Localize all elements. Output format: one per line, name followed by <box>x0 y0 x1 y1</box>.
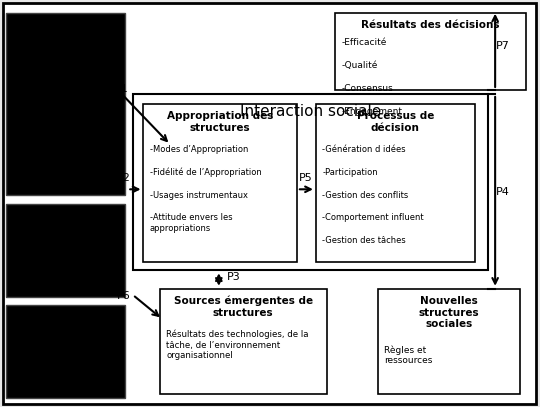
Text: -Attitude envers les
appropriations: -Attitude envers les appropriations <box>150 213 233 233</box>
Text: -Participation: -Participation <box>322 168 378 177</box>
Text: P6: P6 <box>117 291 131 301</box>
Text: -Fidélité de l’Appropriation: -Fidélité de l’Appropriation <box>150 168 262 177</box>
FancyBboxPatch shape <box>6 305 125 398</box>
Text: Processus de
décision: Processus de décision <box>356 112 434 133</box>
Text: -Engagement: -Engagement <box>341 107 402 116</box>
Text: Résultats des décisions: Résultats des décisions <box>361 20 500 30</box>
Text: Nouvelles
structures
sociales: Nouvelles structures sociales <box>419 296 480 329</box>
FancyBboxPatch shape <box>335 13 526 90</box>
Text: -Usages instrumentaux: -Usages instrumentaux <box>150 190 248 199</box>
Text: P1: P1 <box>115 84 129 94</box>
Text: P4: P4 <box>496 187 510 197</box>
Text: P7: P7 <box>496 42 510 51</box>
Text: -Qualité: -Qualité <box>341 61 377 70</box>
FancyBboxPatch shape <box>3 3 536 404</box>
Text: Interaction sociale: Interaction sociale <box>240 104 381 119</box>
FancyBboxPatch shape <box>160 289 327 394</box>
FancyBboxPatch shape <box>6 13 125 195</box>
FancyBboxPatch shape <box>316 104 475 263</box>
Text: -Efficacité: -Efficacité <box>341 38 387 48</box>
Text: -Gestion des conflits: -Gestion des conflits <box>322 190 408 199</box>
FancyBboxPatch shape <box>144 104 297 263</box>
FancyBboxPatch shape <box>377 289 521 394</box>
Text: -Consensus: -Consensus <box>341 84 393 93</box>
Text: P3: P3 <box>226 272 240 282</box>
Text: -Génération d idées: -Génération d idées <box>322 145 406 154</box>
Text: -Modes d’Appropriation: -Modes d’Appropriation <box>150 145 248 154</box>
Text: -Gestion des tâches: -Gestion des tâches <box>322 236 406 245</box>
Text: Règles et
ressources: Règles et ressources <box>384 345 433 365</box>
Text: Résultats des technologies, de la
tâche, de l’environnement
organisationnel: Résultats des technologies, de la tâche,… <box>166 330 308 360</box>
Text: P2: P2 <box>117 173 131 183</box>
Text: Sources émergentes de
structures: Sources émergentes de structures <box>173 296 313 318</box>
FancyBboxPatch shape <box>133 94 488 270</box>
Text: -Comportement influent: -Comportement influent <box>322 213 424 222</box>
FancyBboxPatch shape <box>6 204 125 297</box>
Text: Appropriation des
structures: Appropriation des structures <box>167 112 273 133</box>
Text: P5: P5 <box>299 173 313 183</box>
